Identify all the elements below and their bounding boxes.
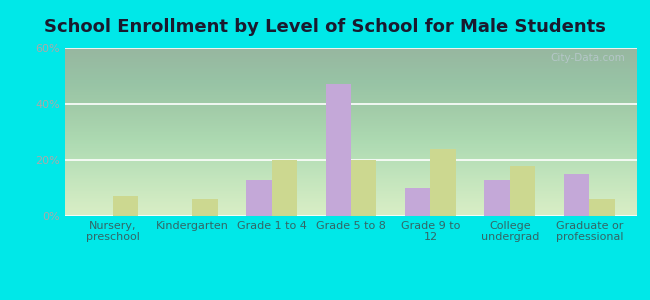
- Bar: [192, 199, 218, 216]
- Bar: [405, 188, 430, 216]
- Bar: [430, 149, 456, 216]
- Text: City-Data.com: City-Data.com: [551, 53, 625, 63]
- Bar: [484, 180, 510, 216]
- Bar: [564, 174, 590, 216]
- Bar: [246, 180, 272, 216]
- Bar: [112, 196, 138, 216]
- Bar: [351, 160, 376, 216]
- Text: School Enrollment by Level of School for Male Students: School Enrollment by Level of School for…: [44, 18, 606, 36]
- Bar: [510, 166, 536, 216]
- Bar: [272, 160, 297, 216]
- Bar: [326, 84, 351, 216]
- Bar: [590, 199, 615, 216]
